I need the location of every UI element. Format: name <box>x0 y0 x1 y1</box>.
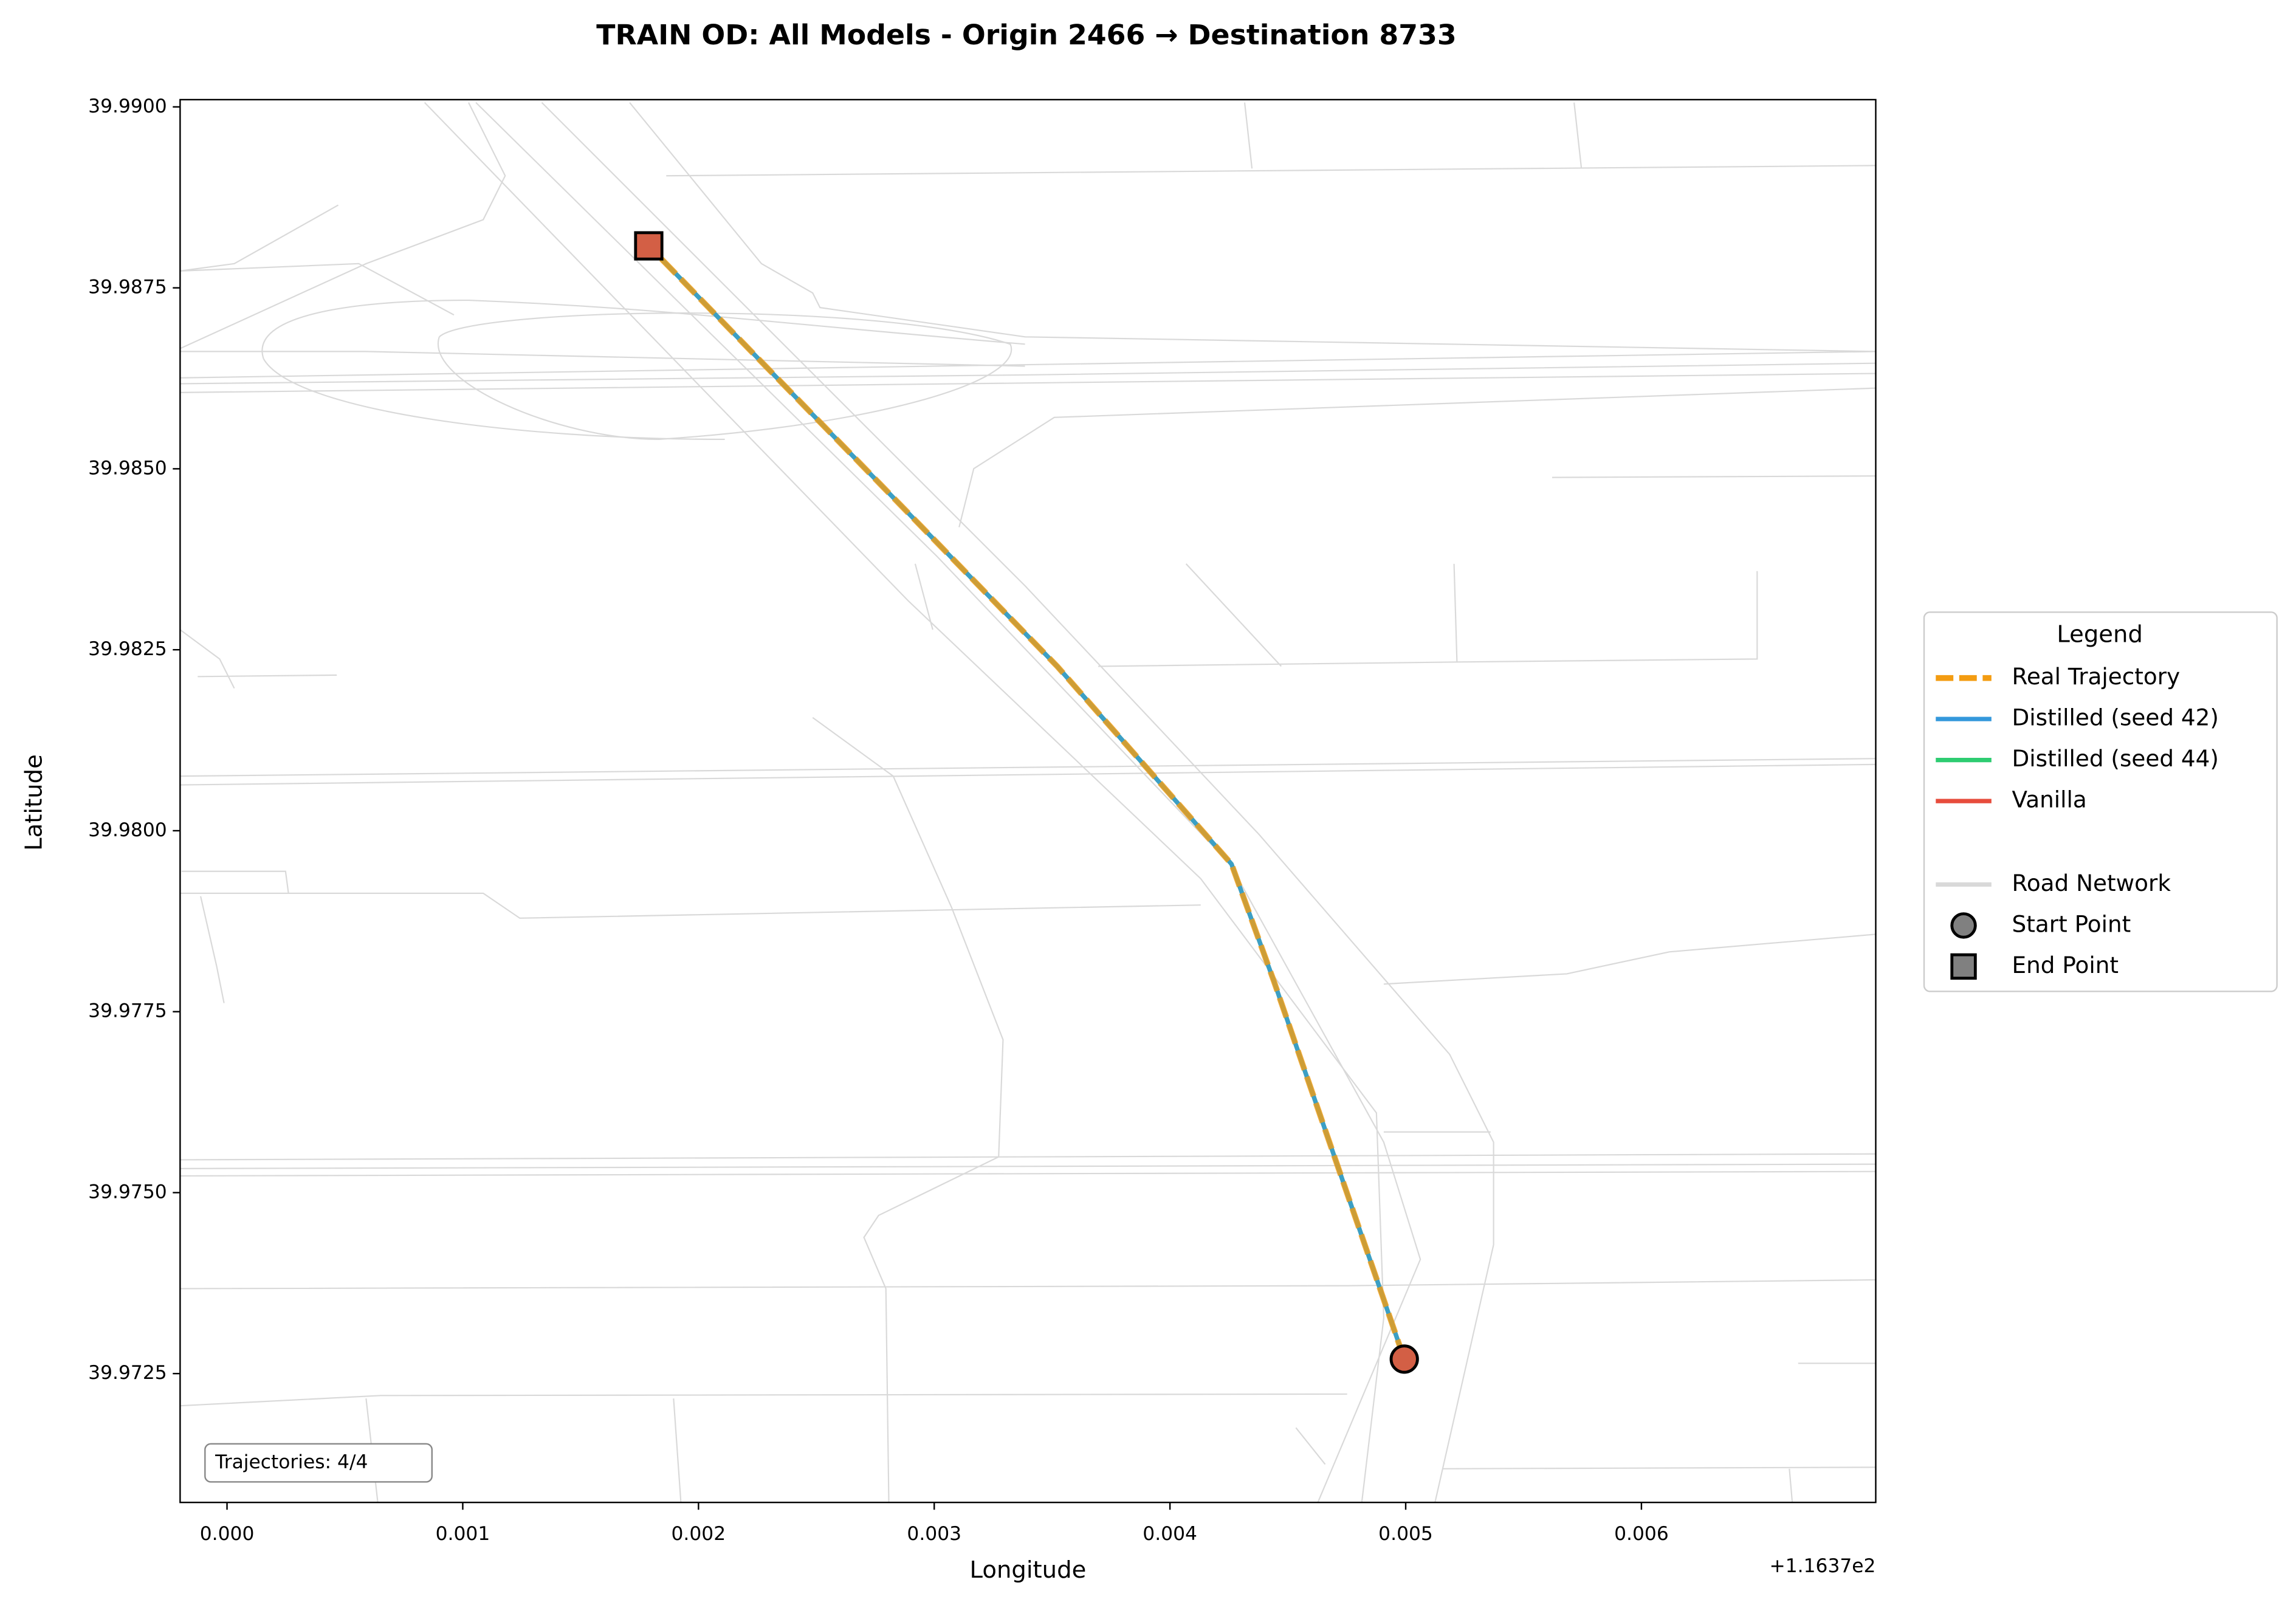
legend-label: Real Trajectory <box>2012 663 2181 690</box>
legend-box <box>1923 611 2278 992</box>
end-point <box>634 231 664 261</box>
annotation-box <box>204 1443 433 1483</box>
x-tick-label: 0.004 <box>1143 1523 1197 1545</box>
y-tick-label: 39.9750 <box>88 1181 167 1203</box>
x-tick-label: 0.001 <box>436 1523 490 1545</box>
y-tick-label: 39.9775 <box>88 1000 167 1022</box>
trajectory-line <box>647 244 1408 1360</box>
y-axis-label: Latitude <box>20 754 47 851</box>
legend-title: Legend <box>2057 620 2143 648</box>
legend-swatch <box>1950 953 1977 980</box>
x-axis-label: Longitude <box>970 1556 1087 1584</box>
legend-label: Road Network <box>2012 870 2171 896</box>
y-tick-label: 39.9875 <box>88 277 167 298</box>
x-tick-label: 0.000 <box>200 1523 255 1545</box>
legend-label: Distilled (seed 42) <box>2012 704 2219 731</box>
legend-swatch <box>1950 912 1977 939</box>
plot-area <box>634 231 1419 1374</box>
road-network <box>180 102 1876 1503</box>
y-tick-label: 39.9825 <box>88 638 167 660</box>
legend-label: Vanilla <box>2012 786 2087 813</box>
legend-label: Distilled (seed 44) <box>2012 745 2219 772</box>
x-offset-label: +1.1637e2 <box>1769 1555 1875 1577</box>
y-tick-label: 39.9900 <box>88 95 167 117</box>
axes-frame <box>179 98 1877 1504</box>
legend-label: End Point <box>2012 952 2119 978</box>
y-tick-label: 39.9800 <box>88 819 167 841</box>
y-tick-label: 39.9725 <box>88 1362 167 1384</box>
start-point <box>1389 1344 1419 1374</box>
x-tick-label: 0.002 <box>672 1523 726 1545</box>
annotation: Trajectories: 4/4 <box>215 1451 368 1473</box>
y-tick-label: 39.9850 <box>88 457 167 479</box>
legend-label: Start Point <box>2012 910 2131 937</box>
x-tick-label: 0.006 <box>1614 1523 1669 1545</box>
x-tick-label: 0.005 <box>1378 1523 1433 1545</box>
x-tick-label: 0.003 <box>907 1523 961 1545</box>
legend: Legend Real Trajectory Distilled (seed 42… <box>1923 611 2278 992</box>
chart-title: TRAIN OD: All Models - Origin 2466 → Des… <box>596 19 1456 51</box>
